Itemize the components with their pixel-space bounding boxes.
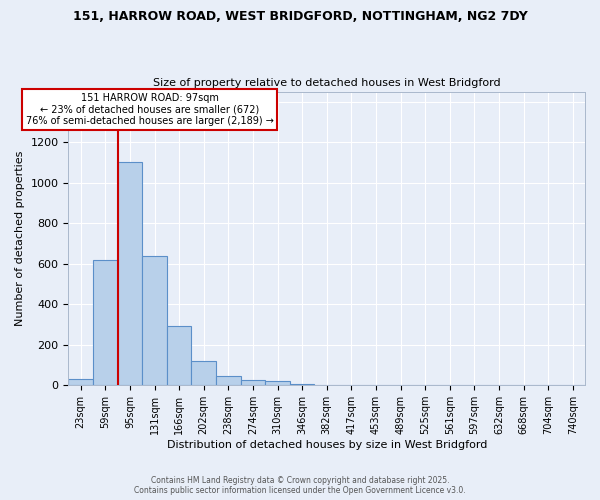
Bar [142,256,167,385]
Text: Contains HM Land Registry data © Crown copyright and database right 2025.
Contai: Contains HM Land Registry data © Crown c… [134,476,466,495]
Y-axis label: Number of detached properties: Number of detached properties [15,150,25,326]
Title: Size of property relative to detached houses in West Bridgford: Size of property relative to detached ho… [153,78,500,88]
Bar [290,384,314,385]
Bar [265,381,290,385]
Bar [167,326,191,385]
Bar [191,361,216,385]
X-axis label: Distribution of detached houses by size in West Bridgford: Distribution of detached houses by size … [167,440,487,450]
Text: 151 HARROW ROAD: 97sqm
← 23% of detached houses are smaller (672)
76% of semi-de: 151 HARROW ROAD: 97sqm ← 23% of detached… [26,93,274,126]
Bar [68,379,93,385]
Text: 151, HARROW ROAD, WEST BRIDGFORD, NOTTINGHAM, NG2 7DY: 151, HARROW ROAD, WEST BRIDGFORD, NOTTIN… [73,10,527,23]
Bar [241,380,265,385]
Bar [118,162,142,385]
Bar [93,260,118,385]
Bar [216,376,241,385]
